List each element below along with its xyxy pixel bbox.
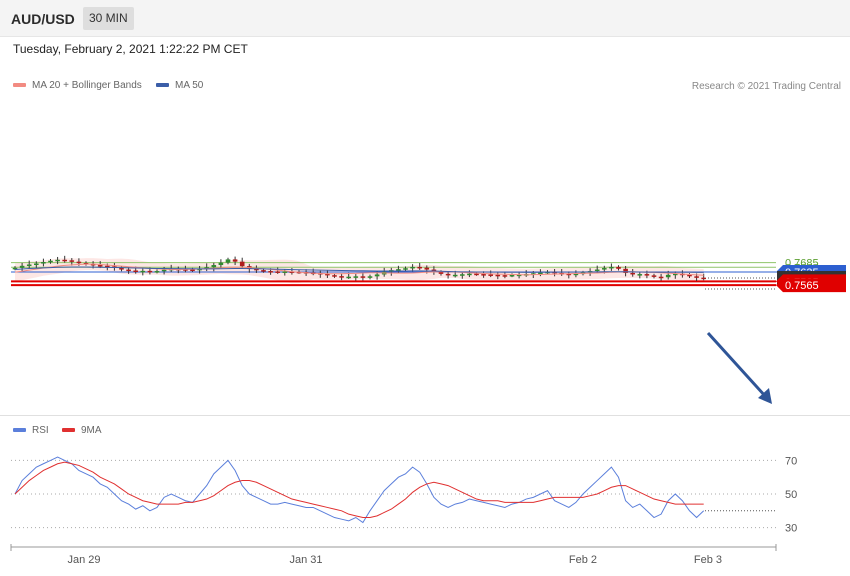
candle (204, 263, 209, 272)
legend-ma20-label: MA 20 + Bollinger Bands (32, 80, 142, 91)
rsi-line (14, 456, 705, 524)
research-credit: Research © 2021 Trading Central (691, 81, 841, 92)
candle (396, 265, 401, 273)
x-tick-label: Feb 2 (569, 554, 597, 566)
ma20-swatch (13, 83, 26, 88)
candle (630, 268, 635, 277)
candle (34, 261, 39, 269)
rsi-tick-70: 70 (785, 455, 797, 467)
legend-9ma-label: 9MA (81, 425, 102, 436)
candle (637, 271, 643, 279)
legend-rsi: RSI (13, 425, 49, 436)
candle (474, 272, 479, 276)
legend-ma50-label: MA 50 (175, 80, 204, 91)
candle (460, 272, 465, 279)
price-tag-5 (776, 278, 846, 293)
level-label-5: 0.7565 (785, 280, 819, 292)
candle (687, 273, 692, 279)
candle (616, 265, 621, 271)
x-tick-label: Feb 3 (694, 554, 722, 566)
candle (62, 255, 67, 263)
candle (239, 257, 245, 269)
rsi-swatch (13, 428, 26, 433)
candle (360, 272, 366, 281)
legend-ma50: MA 50 (156, 80, 203, 91)
candle (225, 257, 231, 265)
candle (119, 266, 124, 272)
candle (282, 269, 288, 276)
candle (12, 266, 18, 271)
candle (41, 258, 46, 267)
candle (19, 262, 25, 272)
chart-datetime: Tuesday, February 2, 2021 1:22:22 PM CET (13, 42, 248, 56)
candle (154, 269, 160, 274)
candle (140, 268, 146, 276)
candle (509, 273, 515, 278)
legend-rsi-label: RSI (32, 425, 49, 436)
timeframe-badge[interactable]: 30 MIN (83, 7, 134, 30)
rsi-ma9-line (14, 461, 704, 519)
forecast-arrow (706, 331, 768, 399)
x-tick-label: Jan 29 (67, 554, 100, 566)
candle (502, 271, 508, 279)
ma20-line (14, 263, 704, 276)
candle (658, 273, 664, 281)
forecast-arrowhead (758, 388, 772, 404)
x-tick-label: Jan 31 (289, 554, 322, 566)
candle (69, 258, 75, 266)
rsi-tick-30: 30 (785, 523, 797, 535)
ma50-swatch (156, 83, 169, 88)
candle (445, 271, 451, 279)
candle (232, 256, 238, 266)
legend-9ma: 9MA (62, 425, 102, 436)
candle (367, 274, 373, 280)
candle (26, 260, 32, 269)
candle (410, 264, 415, 272)
candle (403, 266, 408, 271)
legend-ma20: MA 20 + Bollinger Bands (13, 80, 142, 91)
candle (353, 274, 359, 281)
candle (55, 256, 60, 265)
candle (339, 273, 344, 281)
ma50-line (14, 266, 704, 273)
symbol-title: AUD/USD (11, 11, 75, 27)
candle (332, 273, 337, 278)
candle (325, 270, 330, 279)
candle (417, 262, 422, 270)
rsi-tick-50: 50 (785, 489, 797, 501)
candle (211, 262, 217, 272)
candle (275, 267, 280, 274)
candle (218, 259, 224, 268)
candle (623, 265, 628, 277)
chart-header: AUD/USD 30 MIN (0, 0, 850, 37)
candle (197, 265, 202, 274)
candle (609, 263, 614, 271)
ma9-swatch (62, 428, 75, 433)
candle (48, 259, 53, 264)
candle (651, 273, 657, 279)
